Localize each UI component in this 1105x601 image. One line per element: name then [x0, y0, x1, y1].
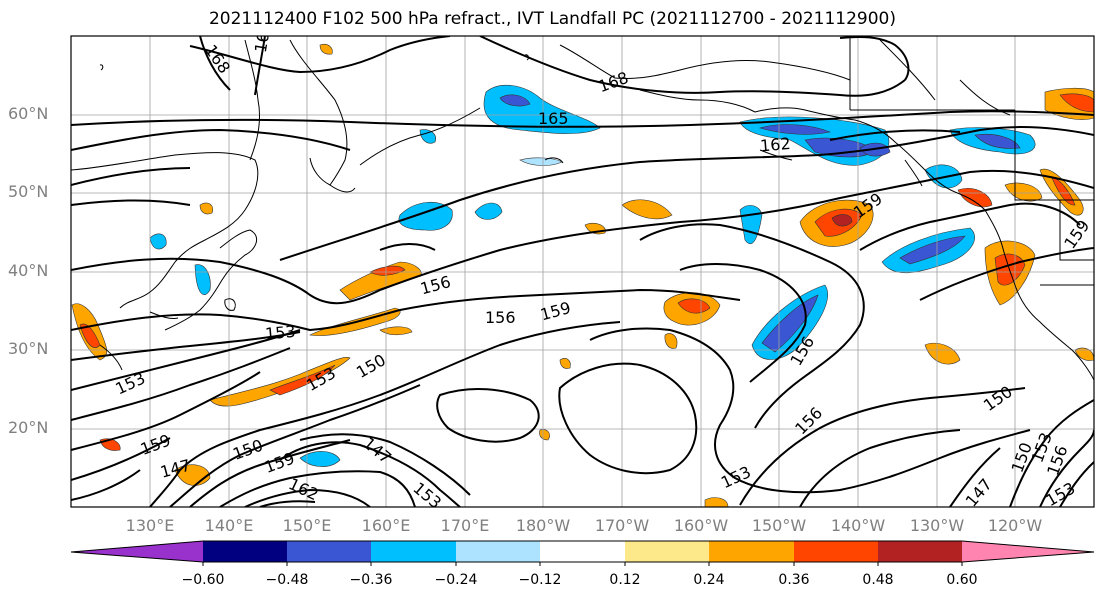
- lat-label-30n: 30°N: [8, 339, 49, 358]
- colorbar-tick-label: −0.24: [434, 572, 478, 588]
- lon-label: 130°W: [909, 516, 965, 535]
- map-background: [71, 36, 1094, 507]
- colorbar: [70, 540, 1095, 566]
- colorbar-segment: [540, 541, 625, 562]
- colorbar-segment: [71, 541, 203, 562]
- lat-label-60n: 60°N: [8, 104, 49, 123]
- colorbar-segment: [709, 541, 794, 562]
- colorbar-segment: [878, 541, 962, 562]
- contour-label: 156: [485, 308, 516, 327]
- lat-label-50n: 50°N: [8, 182, 49, 201]
- lon-label: 150°W: [751, 516, 807, 535]
- lat-label-40n: 40°N: [8, 261, 49, 280]
- lon-label: 160°E: [361, 516, 411, 535]
- colorbar-tick-label: −0.36: [349, 572, 393, 588]
- colorbar-tick-label: 0.60: [946, 572, 978, 588]
- contour-label: 153: [264, 322, 296, 344]
- positive-anomaly-shading: [71, 43, 1094, 507]
- lon-label: 170°E: [440, 516, 490, 535]
- colorbar-tick-label: 0.24: [693, 572, 725, 588]
- colorbar-segment: [962, 541, 1094, 562]
- colorbar-tick-label: −0.12: [518, 572, 562, 588]
- graticule: [71, 36, 1094, 507]
- colorbar-segment: [203, 541, 287, 562]
- colorbar-tick-label: −0.48: [265, 572, 309, 588]
- colorbar-tick-label: 0.12: [609, 572, 641, 588]
- map-title: 2021112400 F102 500 hPa refract., IVT La…: [208, 9, 896, 29]
- lon-label: 160°W: [673, 516, 729, 535]
- lon-label: 150°E: [282, 516, 332, 535]
- colorbar-tick-label: −0.60: [181, 572, 225, 588]
- lon-label: 130°E: [125, 516, 175, 535]
- contour-label: 168: [251, 21, 275, 54]
- colorbar-segment: [625, 541, 709, 562]
- colorbar-segment: [456, 541, 540, 562]
- colorbar-segment: [287, 541, 371, 562]
- lon-label: 140°E: [204, 516, 254, 535]
- colorbar-tick-label: 0.36: [778, 572, 810, 588]
- refractivity-contours: [71, 36, 1094, 507]
- lon-label: 140°W: [830, 516, 886, 535]
- colorbar-segment: [794, 541, 878, 562]
- coastlines: [71, 36, 1094, 381]
- lon-label: 180°W: [515, 516, 571, 535]
- contour-label: 165: [538, 109, 569, 128]
- contour-label: 162: [759, 134, 791, 156]
- lat-label-20n: 20°N: [8, 418, 49, 437]
- lon-label: 170°W: [594, 516, 650, 535]
- colorbar-tick-label: 0.48: [862, 572, 894, 588]
- map-frame: [70, 35, 1095, 508]
- colorbar-segment: [371, 541, 456, 562]
- lon-label: 120°W: [987, 516, 1043, 535]
